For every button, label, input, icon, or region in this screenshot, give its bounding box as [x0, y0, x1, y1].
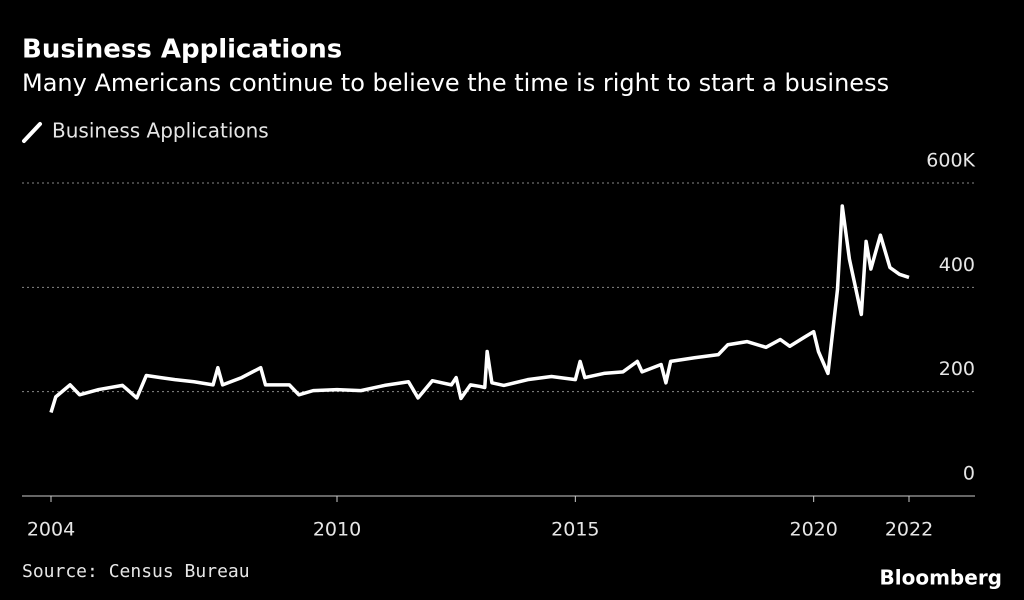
x-tick-label: 2010	[313, 519, 361, 541]
x-tick-label: 2015	[551, 519, 599, 541]
data-line	[49, 204, 910, 414]
x-tick-label: 2020	[789, 519, 837, 541]
source: Source: Census Bureau	[22, 561, 250, 582]
y-tick-label: 600K	[926, 150, 975, 172]
y-tick-label: 0	[963, 463, 975, 485]
legend-label: Business Applications	[52, 119, 269, 143]
y-tick-label: 400	[939, 254, 975, 276]
x-tick-label: 2004	[27, 519, 75, 541]
brand: Bloomberg	[880, 566, 1002, 590]
y-tick-label: 200	[939, 358, 975, 380]
chart-title: Business Applications	[22, 35, 342, 65]
legend-swatch	[22, 122, 42, 143]
chart-subtitle: Many Americans continue to believe the t…	[22, 69, 889, 97]
x-tick-label: 2022	[885, 519, 933, 541]
